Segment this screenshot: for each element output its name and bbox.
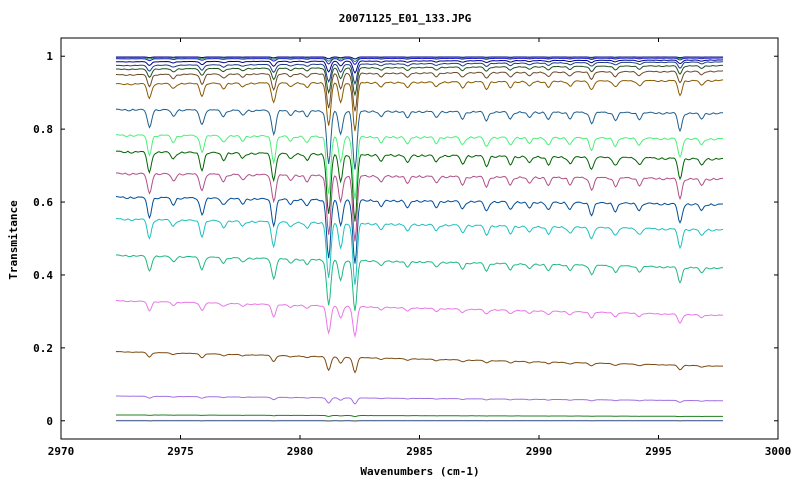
- y-tick-label: 0.2: [33, 342, 53, 355]
- spectrum-series-6: [115, 64, 724, 97]
- spectrum-series-19: [115, 414, 724, 418]
- spectrum-series-17: [115, 351, 724, 374]
- spectrum-series-15: [115, 254, 724, 311]
- x-axis: 2970 2975 2980 2985 2990 2995 3000: [48, 38, 792, 458]
- x-tick-label: 2970: [48, 445, 75, 458]
- y-tick-label: 1: [46, 50, 53, 63]
- x-tick-label: 3000: [765, 445, 792, 458]
- spectrum-series-2: [115, 56, 724, 63]
- spectrum-series-4: [115, 59, 724, 74]
- y-axis: 0 0.2 0.4 0.6 0.8 1: [33, 50, 778, 428]
- y-axis-label: Transmitance: [7, 200, 20, 280]
- spectrum-series-3: [115, 57, 724, 66]
- spectrum-series-14: [115, 217, 724, 285]
- chart-title: 20071125_E01_133.JPG: [339, 12, 472, 25]
- y-tick-label: 0.8: [33, 123, 53, 136]
- y-tick-label: 0.6: [33, 196, 53, 209]
- spectrum-series-7: [115, 70, 724, 112]
- spectrum-series-11: [115, 150, 724, 222]
- x-tick-label: 2995: [645, 445, 672, 458]
- x-tick-label: 2985: [406, 445, 433, 458]
- x-tick-label: 2990: [526, 445, 553, 458]
- y-tick-label: 0.4: [33, 269, 53, 282]
- spectrum-series-10: [115, 134, 724, 200]
- spectrum-series-9: [115, 108, 724, 170]
- x-axis-label: Wavenumbers (cm-1): [360, 465, 479, 478]
- spectrum-series-13: [115, 196, 724, 264]
- plot-area: 0 0.2 0.4 0.6 0.8 1 2970 2975 2980 2985 2990 2995 3…: [33, 37, 792, 458]
- spectrum-series-18: [115, 395, 724, 405]
- spectrum-series-16: [115, 300, 724, 339]
- y-tick-label: 0: [46, 415, 53, 428]
- x-tick-label: 2980: [287, 445, 314, 458]
- series-layer: [115, 56, 724, 422]
- spectrum-series-5: [115, 61, 724, 86]
- spectrum-series-12: [115, 172, 724, 242]
- spectrum-series-8: [115, 79, 724, 132]
- x-tick-label: 2975: [167, 445, 194, 458]
